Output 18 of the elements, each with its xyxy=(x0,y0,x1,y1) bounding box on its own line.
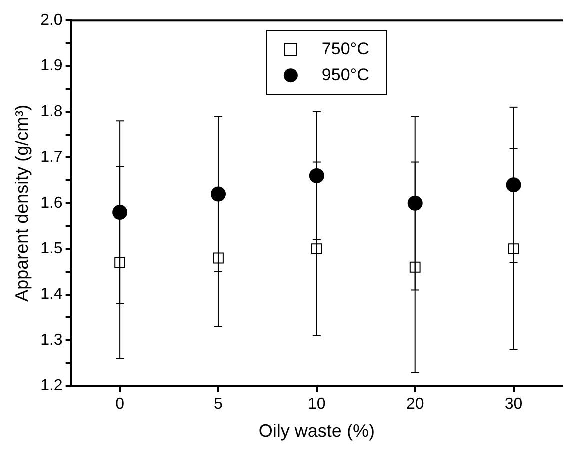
x-tick-label: 20 xyxy=(406,396,424,414)
y-tick-label: 1.4 xyxy=(40,286,63,304)
y-tick-label: 1.6 xyxy=(40,194,63,212)
legend-label: 950°C xyxy=(322,65,370,84)
y-tick-label: 1.2 xyxy=(40,378,63,395)
x-tick-label: 5 xyxy=(214,396,224,414)
legend-label: 750°C xyxy=(322,39,370,58)
y-tick-label: 1.5 xyxy=(40,240,63,258)
x-tick-label: 30 xyxy=(504,396,523,414)
x-axis-title: Oily waste (%) xyxy=(258,421,375,442)
y-tick-label: 1.9 xyxy=(40,58,63,75)
y-tick-label: 2.0 xyxy=(40,12,63,30)
y-tick-label: 1.8 xyxy=(40,103,63,120)
y-tick-label: 1.7 xyxy=(40,149,63,166)
y-axis-title: Apparent density (g/cm³) xyxy=(12,104,32,302)
y-tick-label: 1.3 xyxy=(40,332,63,349)
x-tick-label: 10 xyxy=(308,396,326,414)
x-tick-label: 0 xyxy=(116,396,125,414)
